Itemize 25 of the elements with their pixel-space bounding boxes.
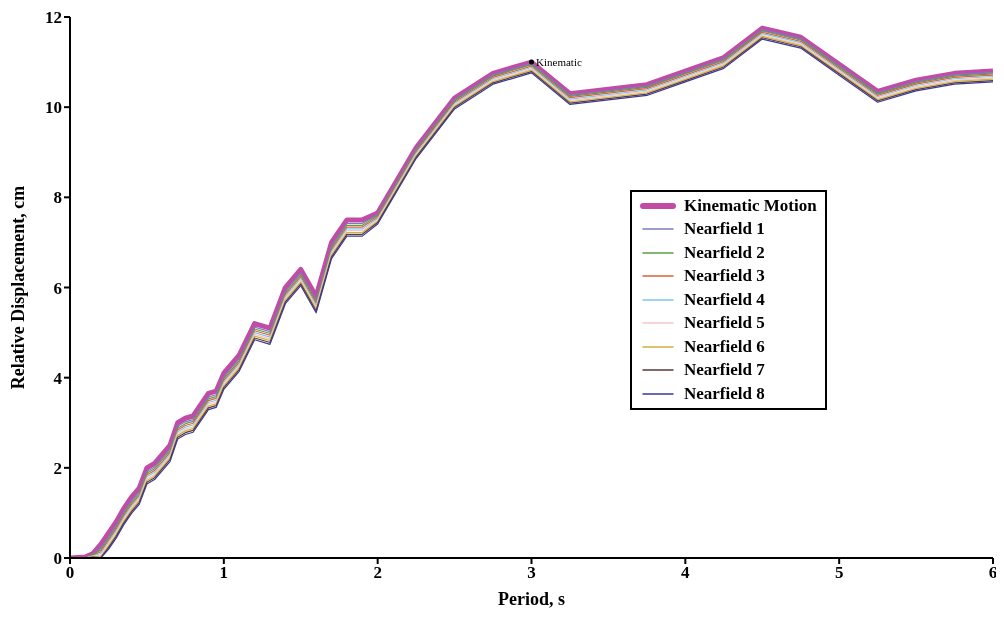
y-tick-label: 4 <box>53 368 63 388</box>
x-axis-title: Period, s <box>498 589 565 609</box>
legend-label: Kinematic Motion <box>684 195 817 216</box>
x-tick-label: 4 <box>681 563 691 583</box>
legend-label: Nearfield 8 <box>684 383 765 404</box>
y-tick-label: 10 <box>45 98 62 118</box>
legend-label: Nearfield 7 <box>684 360 765 381</box>
legend-label: Nearfield 3 <box>684 266 765 287</box>
x-tick-label: 1 <box>219 563 229 583</box>
legend-label: Nearfield 6 <box>684 336 765 357</box>
legend-label: Nearfield 2 <box>684 242 765 263</box>
y-tick-label: 6 <box>53 278 62 298</box>
legend-label: Nearfield 1 <box>684 219 765 240</box>
x-tick-label: 3 <box>527 563 536 583</box>
y-tick-label: 12 <box>45 8 62 28</box>
x-tick-label: 6 <box>988 563 998 583</box>
annotation: Kinematic <box>536 55 582 68</box>
x-tick-label: 2 <box>373 563 382 583</box>
legend-label: Nearfield 4 <box>684 289 765 310</box>
y-tick-label: 8 <box>53 188 62 208</box>
x-tick-label: 5 <box>834 563 844 583</box>
legend-label: Nearfield 5 <box>684 313 765 334</box>
y-axis-title: Relative Displacement, cm <box>8 185 29 390</box>
y-tick-label: 2 <box>53 458 62 478</box>
y-tick-label: 0 <box>53 549 62 569</box>
